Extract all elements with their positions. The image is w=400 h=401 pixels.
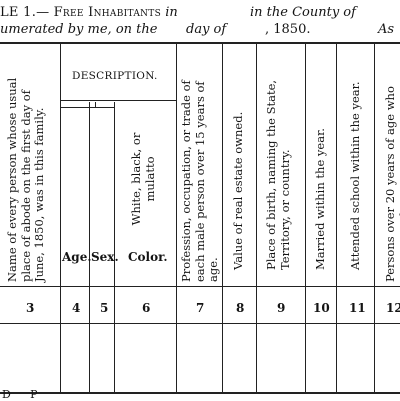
col-divider-6 — [176, 42, 177, 392]
table-bottom-rule — [0, 392, 400, 394]
col-divider-9 — [305, 42, 306, 392]
column-4-number: 4 — [72, 301, 81, 315]
year-label: , 1850. — [265, 22, 311, 37]
column-12-heading: Persons over 20 years of age who cannot … — [383, 86, 400, 282]
schedule-in-label: in — [165, 5, 178, 20]
col-divider-4-stub — [95, 102, 96, 107]
column-6-heading: Color. — [128, 250, 168, 264]
column-10-heading: Married within the year. — [313, 128, 327, 270]
column-3-heading: Name of every person whose usual place o… — [5, 77, 46, 282]
description-double-rule — [60, 107, 114, 108]
col-divider-4 — [89, 102, 90, 392]
column-6-number: 6 — [142, 301, 151, 315]
col-divider-8 — [256, 42, 257, 392]
column-7-heading: Profession, occupation, or trade of each… — [179, 80, 220, 282]
column-6-sublabel: White, black, or mulatto — [129, 132, 157, 226]
number-row-rule — [0, 323, 400, 324]
col-divider-3 — [60, 42, 61, 392]
table-top-rule — [0, 42, 400, 44]
enumerated-label: umerated by me, on the — [0, 22, 158, 37]
column-8-heading: Value of real estate owned. — [231, 111, 245, 270]
column-10-number: 10 — [313, 301, 330, 315]
column-7-number: 7 — [196, 301, 205, 315]
column-3-number: 3 — [26, 301, 35, 315]
column-5-heading: Sex. — [91, 250, 119, 264]
column-12-number: 12 — [386, 301, 400, 315]
column-5-number: 5 — [100, 301, 109, 315]
assistant-label: As — [378, 22, 395, 37]
header-bottom-rule — [0, 286, 400, 287]
schedule-title: Free Inhabitants — [53, 5, 162, 20]
column-11-number: 11 — [349, 301, 366, 315]
description-group-title: DESCRIPTION. — [72, 70, 158, 82]
description-group-rule — [60, 100, 176, 101]
footer-fragment: D P — [2, 388, 38, 401]
col-divider-5 — [114, 102, 115, 392]
schedule-title-line: LE 1.— Free Inhabitants in — [0, 5, 178, 20]
col-divider-11 — [374, 42, 375, 392]
column-9-number: 9 — [277, 301, 286, 315]
column-8-number: 8 — [236, 301, 245, 315]
col-divider-10 — [336, 42, 337, 392]
col-divider-7 — [222, 42, 223, 392]
column-9-heading: Place of birth, naming the State, Territ… — [264, 79, 292, 270]
column-11-heading: Attended school within the year. — [348, 81, 362, 271]
county-label: in the County of — [250, 5, 356, 20]
day-of-label: day of — [186, 22, 227, 37]
column-4-heading: Age. — [62, 250, 92, 264]
schedule-prefix: LE 1.— — [0, 5, 50, 20]
